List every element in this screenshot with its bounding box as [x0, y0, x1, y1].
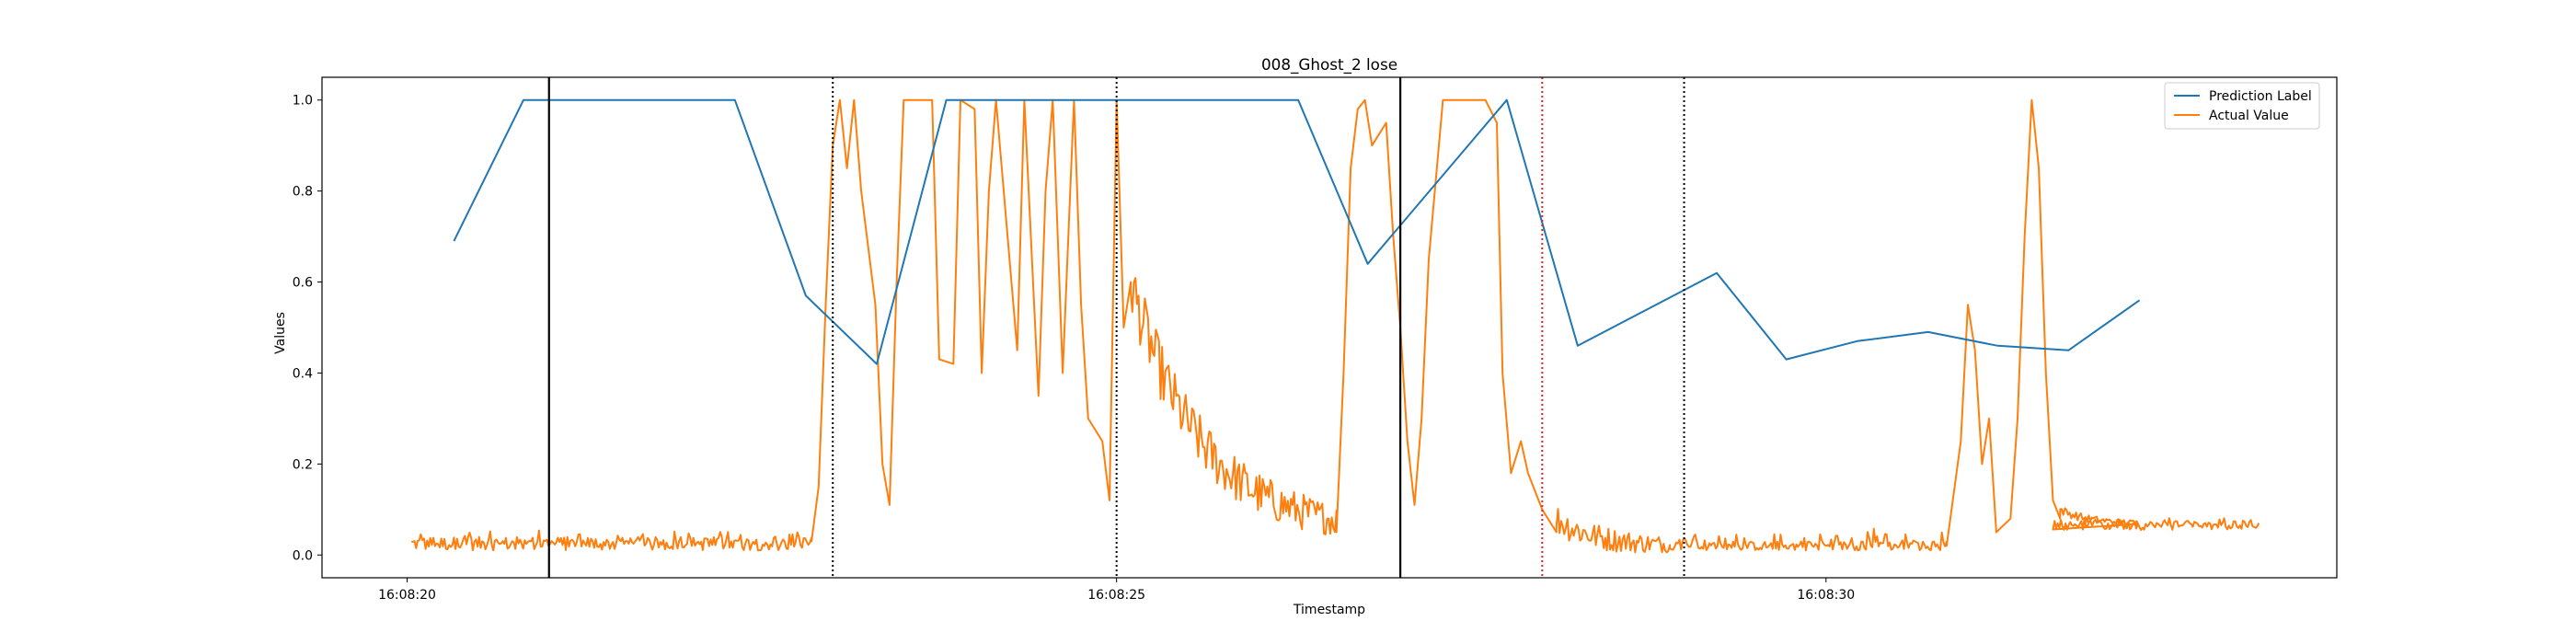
y-tick-label: 0.6 [293, 276, 313, 291]
axes-frame [321, 76, 2338, 579]
legend-frame [2164, 82, 2320, 130]
x-tick-label: 16:08:25 [1087, 588, 1145, 603]
legend: Prediction Label Actual Value [2164, 82, 2320, 130]
chart-title: 008_Ghost_2 lose [1261, 55, 1397, 75]
y-tick-label: 0.0 [293, 548, 313, 563]
y-tick-label: 0.8 [293, 185, 313, 200]
x-tick-label: 16:08:30 [1797, 588, 1855, 603]
legend-label-prediction: Prediction Label [2209, 89, 2312, 104]
x-axis-label: Timestamp [1293, 603, 1365, 617]
y-axis-label: Values [273, 312, 288, 354]
y-tick-label: 1.0 [293, 94, 313, 109]
series-prediction-label-line [453, 98, 2141, 365]
legend-label-actual: Actual Value [2209, 109, 2289, 123]
y-tick-label: 0.2 [293, 457, 313, 472]
y-tick-label: 0.4 [293, 366, 313, 381]
plot-layer [411, 77, 2260, 578]
axes-layer: 16:08:20 16:08:25 16:08:30 0.0 0.2 0.4 0.6 0.8 1… [293, 76, 2338, 603]
x-tick-label: 16:08:20 [378, 588, 436, 603]
series-actual-value-line [411, 98, 2260, 554]
